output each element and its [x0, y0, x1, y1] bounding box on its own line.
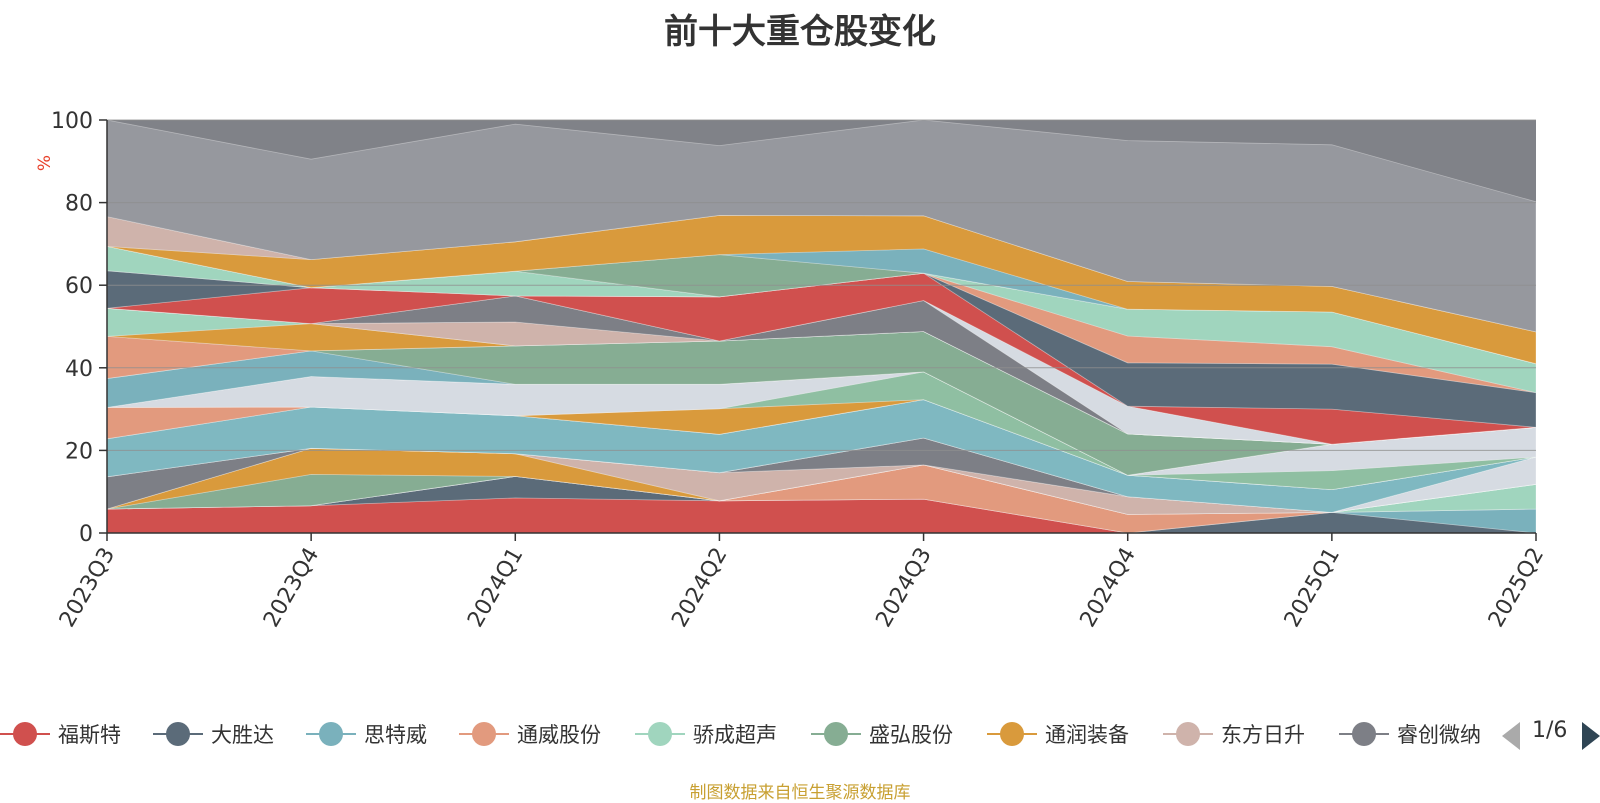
- areas-layer: [106, 119, 1537, 534]
- x-tick-label-2023Q4: 2023Q4: [259, 544, 324, 632]
- legend-label: 大胜达: [211, 723, 274, 747]
- y-tick-label-40: 40: [65, 357, 93, 382]
- legend-item-2[interactable]: 思特威: [306, 712, 427, 756]
- area-series-34: [106, 119, 1537, 333]
- legend-item-1[interactable]: 大胜达: [153, 712, 274, 756]
- area-series-11: [106, 399, 1537, 513]
- legend: 福斯特 大胜达 思特威 通威股份 骄成超声 盛弘股份 通润装备 东方日升 睿创微纳 1/6: [0, 712, 1600, 756]
- area-series-9: [106, 437, 1537, 513]
- chart-title: 前十大重仓股变化: [664, 12, 936, 52]
- legend-label: 思特威: [364, 723, 427, 747]
- legend-swatch-icon: [635, 712, 685, 756]
- source-note: 制图数据来自恒生聚源数据库: [689, 783, 911, 803]
- x-tick-label-2024Q2: 2024Q2: [667, 544, 732, 632]
- legend-item-6[interactable]: 通润装备: [987, 712, 1129, 756]
- x-tick-label-2023Q3: 2023Q3: [55, 544, 120, 632]
- legend-swatch-icon: [459, 712, 509, 756]
- legend-page-indicator: 1/6: [1532, 718, 1568, 743]
- y-tick-label-80: 80: [65, 192, 93, 217]
- legend-swatch-icon: [1163, 712, 1213, 756]
- legend-items-clip: 福斯特 大胜达 思特威 通威股份 骄成超声 盛弘股份 通润装备 东方日升 睿创微纳: [0, 712, 1482, 756]
- grid-layer: [107, 119, 1536, 451]
- legend-swatch-icon: [306, 712, 356, 756]
- x-tick-label-2024Q4: 2024Q4: [1076, 544, 1141, 632]
- x-tick-label-2025Q1: 2025Q1: [1280, 544, 1345, 632]
- legend-label: 东方日升: [1221, 723, 1305, 747]
- y-tick-label-60: 60: [65, 274, 93, 299]
- legend-item-8[interactable]: 睿创微纳: [1339, 712, 1481, 756]
- legend-swatch-icon: [1339, 712, 1389, 756]
- area-series-2: [106, 475, 1537, 534]
- legend-item-7[interactable]: 东方日升: [1163, 712, 1305, 756]
- legend-item-3[interactable]: 通威股份: [459, 712, 601, 756]
- y-tick-label-0: 0: [79, 522, 93, 547]
- legend-item-4[interactable]: 骄成超声: [635, 712, 777, 756]
- legend-swatch-icon: [987, 712, 1037, 756]
- legend-label: 睿创微纳: [1397, 723, 1481, 747]
- legend-swatch-icon: [811, 712, 861, 756]
- legend-prev-page-icon[interactable]: [1502, 722, 1520, 750]
- legend-label: 通润装备: [1045, 723, 1129, 747]
- legend-swatch-icon: [0, 712, 50, 756]
- y-axis-label: %: [35, 155, 55, 171]
- legend-label: 盛弘股份: [869, 723, 953, 747]
- legend-next-page-icon[interactable]: [1582, 722, 1600, 750]
- legend-label: 福斯特: [58, 723, 121, 747]
- x-tick-label-2024Q1: 2024Q1: [463, 544, 528, 632]
- legend-item-5[interactable]: 盛弘股份: [811, 712, 953, 756]
- legend-label: 通威股份: [517, 723, 601, 747]
- y-tick-label-100: 100: [51, 109, 93, 134]
- y-tick-label-20: 20: [65, 439, 93, 464]
- area-series-32: [106, 214, 1537, 365]
- x-tick-label-2024Q3: 2024Q3: [871, 544, 936, 632]
- x-tick-label-2025Q2: 2025Q2: [1484, 544, 1549, 632]
- legend-label: 骄成超声: [693, 723, 777, 747]
- legend-item-0[interactable]: 福斯特: [0, 712, 121, 756]
- area-series-4: [106, 464, 1537, 515]
- legend-swatch-icon: [153, 712, 203, 756]
- area-series-29: [106, 245, 1537, 394]
